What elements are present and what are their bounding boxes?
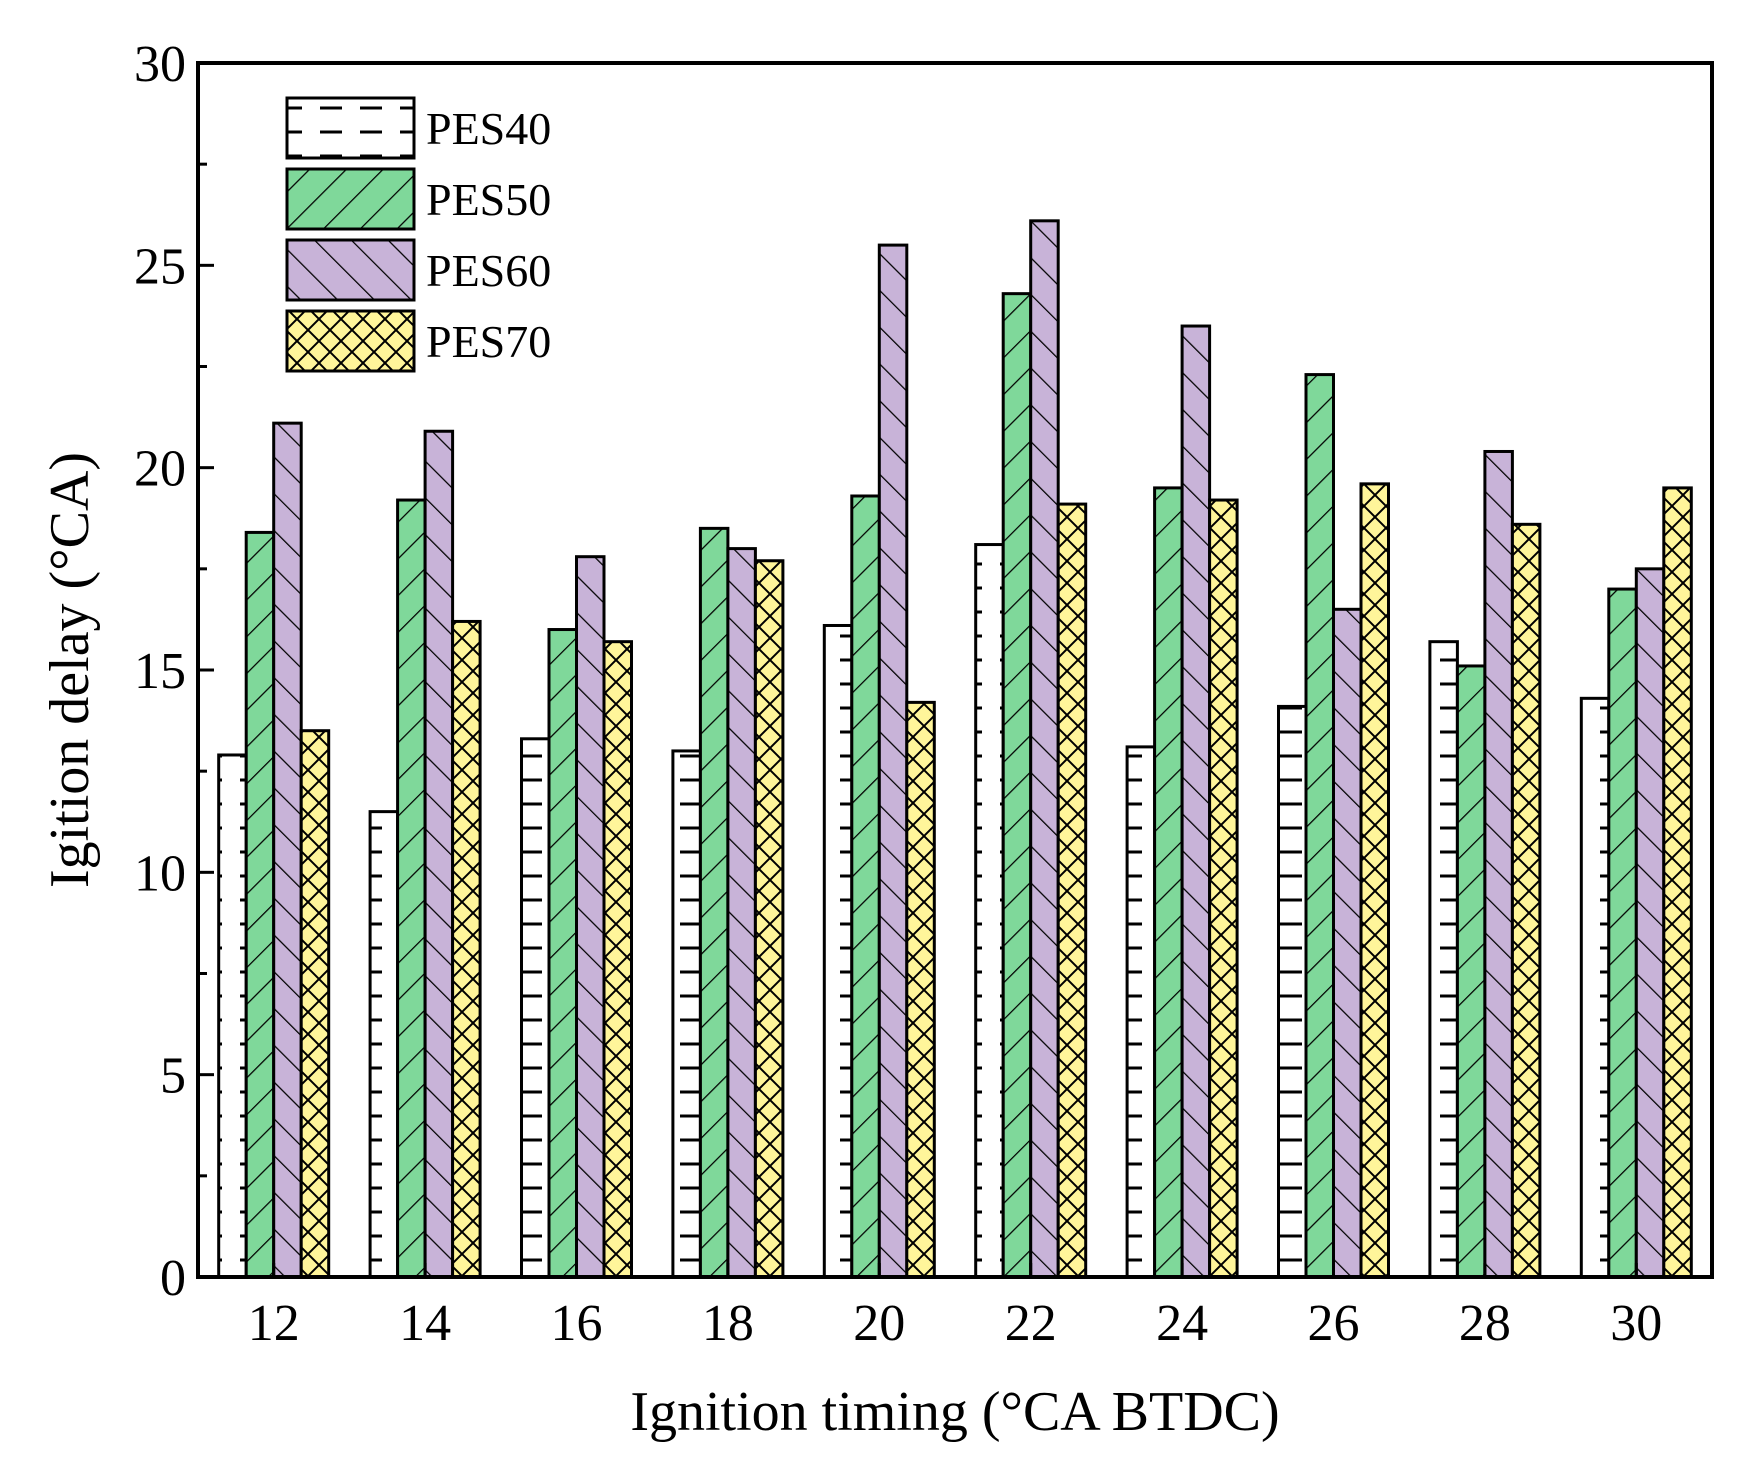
legend-swatch-pes50 [285, 167, 416, 231]
bar-pes50-30 [1607, 587, 1638, 1279]
bar-pes70-20 [905, 700, 936, 1279]
y-axis-title: Igition delay (°CA) [39, 452, 101, 888]
y-tick-label: 5 [160, 1048, 186, 1105]
bar-pes50-22 [1001, 292, 1033, 1279]
bar-pes50-24 [1153, 486, 1184, 1279]
bar-pes70-22 [1056, 502, 1088, 1279]
bar-pes50-16 [547, 628, 578, 1279]
bar-pes40-12 [217, 753, 248, 1279]
y-tick-label: 15 [134, 643, 186, 700]
legend-label-pes50: PES50 [426, 174, 551, 225]
bar-pes60-16 [575, 555, 606, 1279]
bar-pes40-26 [1277, 704, 1308, 1279]
x-axis-title: Ignition timing (°CA BTDC) [630, 1381, 1279, 1443]
bar-pes60-18 [726, 547, 757, 1279]
bar-pes50-26 [1304, 373, 1335, 1279]
x-tick-label: 22 [1005, 1295, 1057, 1352]
x-tick-label: 14 [399, 1295, 451, 1352]
x-tick-label: 28 [1459, 1295, 1511, 1352]
bar-pes60-14 [423, 429, 455, 1279]
y-tick-label: 30 [134, 36, 186, 93]
bar-pes70-28 [1510, 522, 1542, 1279]
bar-pes60-30 [1634, 567, 1666, 1279]
bar-pes40-18 [671, 749, 702, 1279]
y-tick-label: 10 [134, 845, 186, 902]
legend-swatch-pes60 [285, 238, 416, 302]
x-tick-label: 12 [248, 1295, 300, 1352]
bar-pes40-16 [520, 737, 551, 1279]
bar-pes40-20 [822, 623, 854, 1279]
legend-label-pes40: PES40 [426, 103, 551, 154]
bar-pes60-24 [1180, 324, 1212, 1279]
legend-label-pes70: PES70 [426, 316, 551, 367]
legend: PES40 PES50 PES60 PES70 [285, 96, 551, 373]
legend-label-pes60: PES60 [426, 245, 551, 296]
bar-pes40-28 [1428, 640, 1459, 1279]
bar-pes60-12 [272, 421, 303, 1279]
legend-swatch-pes70 [285, 309, 416, 373]
bar-pes60-26 [1332, 607, 1363, 1279]
y-tick-label: 0 [160, 1250, 186, 1307]
bar-pes60-28 [1483, 449, 1514, 1279]
bars-layer [217, 219, 1693, 1279]
x-tick-label: 30 [1610, 1295, 1662, 1352]
bar-pes70-30 [1662, 486, 1693, 1279]
bar-pes50-28 [1455, 664, 1487, 1279]
bar-pes70-18 [753, 559, 785, 1279]
bar-pes60-20 [877, 243, 909, 1279]
bar-pes50-14 [396, 498, 427, 1279]
bar-pes40-24 [1125, 745, 1157, 1279]
x-tick-label: 26 [1308, 1295, 1360, 1352]
bar-pes50-18 [698, 526, 730, 1279]
bar-pes50-20 [850, 494, 881, 1279]
x-tick-label: 18 [702, 1295, 754, 1352]
x-tick-label: 20 [853, 1295, 905, 1352]
bar-pes70-26 [1359, 482, 1390, 1279]
y-tick-label: 20 [134, 441, 186, 498]
bar-pes70-14 [451, 619, 482, 1279]
bar-pes40-30 [1579, 696, 1611, 1279]
bar-pes70-12 [299, 729, 331, 1279]
bar-pes70-24 [1208, 498, 1239, 1279]
bar-pes50-12 [244, 530, 276, 1279]
x-tick-label: 16 [551, 1295, 603, 1352]
bar-pes40-14 [368, 810, 400, 1279]
legend-swatch-pes40 [285, 96, 416, 160]
bar-pes60-22 [1029, 219, 1060, 1279]
y-tick-label: 25 [134, 238, 186, 295]
bar-pes40-22 [974, 543, 1005, 1279]
axes-layer: 0 5 10 15 20 25 30 12 14 16 18 20 22 24 26 28 30 [134, 36, 1714, 1352]
bar-pes70-16 [602, 640, 633, 1279]
x-tick-label: 24 [1156, 1295, 1208, 1352]
